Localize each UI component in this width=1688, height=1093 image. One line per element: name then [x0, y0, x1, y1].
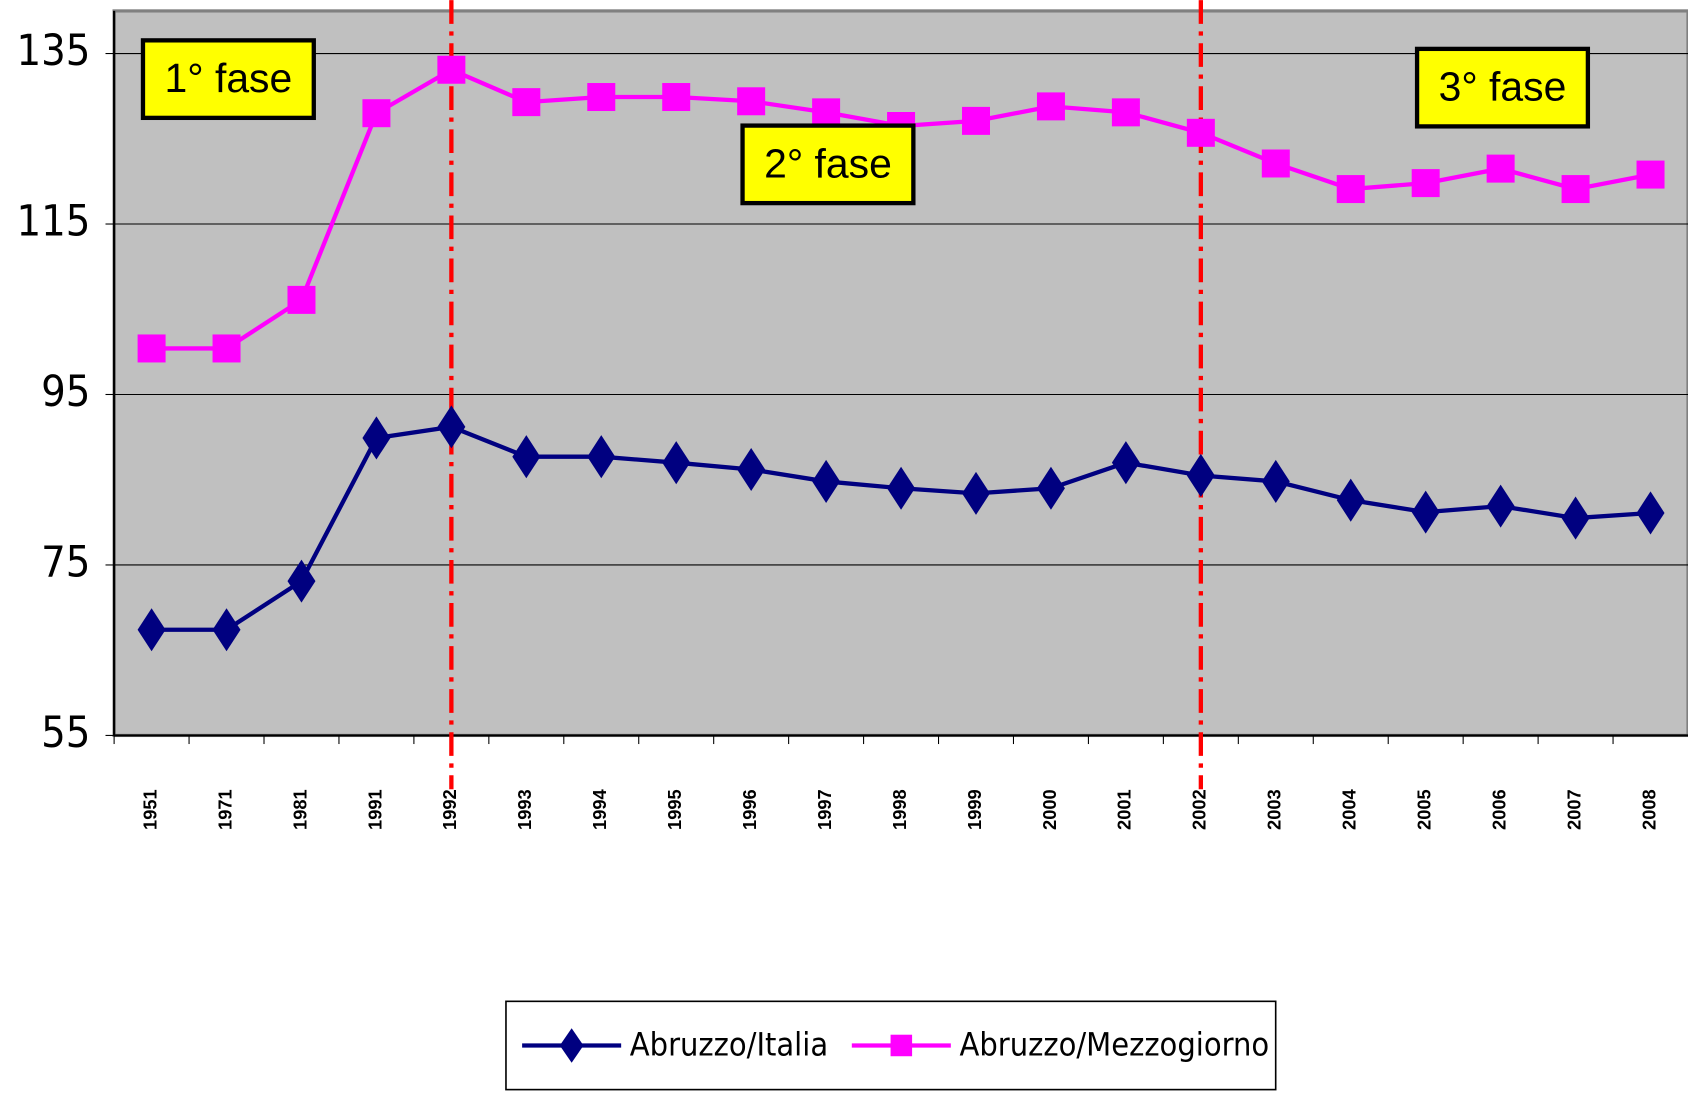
- y-tick-label: 55: [41, 708, 90, 758]
- annotation-text: 3° fase: [1439, 64, 1567, 110]
- x-tick-label: 1971: [214, 789, 235, 830]
- marker: [1111, 98, 1140, 127]
- x-tick-label: 2003: [1264, 789, 1285, 830]
- legend-label: Abruzzo/Mezzogiorno: [959, 1026, 1269, 1064]
- x-tick-label: 1997: [814, 789, 835, 830]
- marker: [587, 83, 616, 112]
- marker: [512, 88, 541, 117]
- marker: [1261, 149, 1290, 178]
- y-tick-label: 135: [17, 26, 91, 76]
- marker: [212, 334, 241, 363]
- marker: [887, 466, 916, 510]
- x-tick-label: 2004: [1339, 788, 1360, 830]
- marker: [1411, 490, 1440, 534]
- marker: [587, 435, 616, 479]
- annotation: 2° fase: [740, 123, 916, 206]
- x-tick-label: 2002: [1189, 789, 1210, 830]
- marker: [1486, 484, 1515, 528]
- marker: [1036, 466, 1065, 510]
- y-tick-label: 75: [41, 537, 90, 587]
- marker: [1636, 160, 1665, 189]
- y-tick-label: 95: [41, 367, 90, 417]
- marker: [962, 106, 990, 135]
- x-tick-label: 2000: [1039, 789, 1060, 830]
- marker: [812, 98, 841, 127]
- marker: [1111, 441, 1140, 485]
- marker: [1486, 154, 1515, 183]
- legend-box: [505, 1000, 1277, 1091]
- marker: [287, 285, 316, 314]
- x-tick-label: 1992: [439, 789, 460, 830]
- y-tick-label: 115: [17, 197, 91, 247]
- annotation-box: [740, 123, 916, 206]
- marker: [512, 435, 541, 479]
- marker: [437, 405, 466, 449]
- x-tick-label: 1996: [739, 789, 760, 830]
- annotation: 1° fase: [140, 38, 316, 121]
- marker: [137, 334, 166, 363]
- x-tick-label: 1994: [589, 788, 610, 830]
- marker: [437, 55, 466, 84]
- x-tick-label: 1991: [364, 789, 385, 830]
- x-tick-label: 2006: [1488, 789, 1509, 830]
- marker: [1336, 478, 1365, 522]
- annotation: 3° fase: [1414, 46, 1591, 129]
- x-tick-label: 1993: [514, 789, 535, 830]
- marker: [362, 99, 391, 128]
- legend: Abruzzo/Italia Abruzzo/Mezzogiorno: [505, 1000, 1277, 1091]
- x-tick-label: 1995: [664, 789, 685, 830]
- x-tick-label: 2005: [1414, 789, 1435, 830]
- marker: [662, 441, 691, 485]
- marker: [1036, 92, 1065, 121]
- annotation-box: [140, 38, 316, 121]
- x-tick-label: 1981: [289, 789, 310, 830]
- marker: [1261, 459, 1290, 503]
- x-tick-label: 2007: [1563, 789, 1584, 830]
- annotation-text: 2° fase: [764, 140, 892, 186]
- x-tick-label: 1951: [139, 789, 160, 830]
- marker: [662, 83, 691, 112]
- marker: [737, 447, 766, 492]
- x-tick-label: 1999: [964, 789, 985, 830]
- marker: [137, 608, 166, 652]
- marker: [737, 87, 766, 116]
- marker: [212, 608, 241, 652]
- marker: [1186, 118, 1215, 147]
- x-tick-label: 2001: [1114, 789, 1135, 830]
- x-tick-label: 2008: [1638, 789, 1659, 830]
- x-tick-label: 1998: [889, 789, 910, 830]
- annotation-text: 1° fase: [165, 55, 293, 101]
- legend-label: Abruzzo/Italia: [630, 1026, 828, 1064]
- marker: [1411, 169, 1440, 198]
- marker: [1336, 175, 1365, 204]
- annotation-box: [1414, 46, 1591, 129]
- legend-marker: [890, 1034, 913, 1057]
- marker: [1561, 175, 1590, 204]
- marker: [1636, 491, 1665, 535]
